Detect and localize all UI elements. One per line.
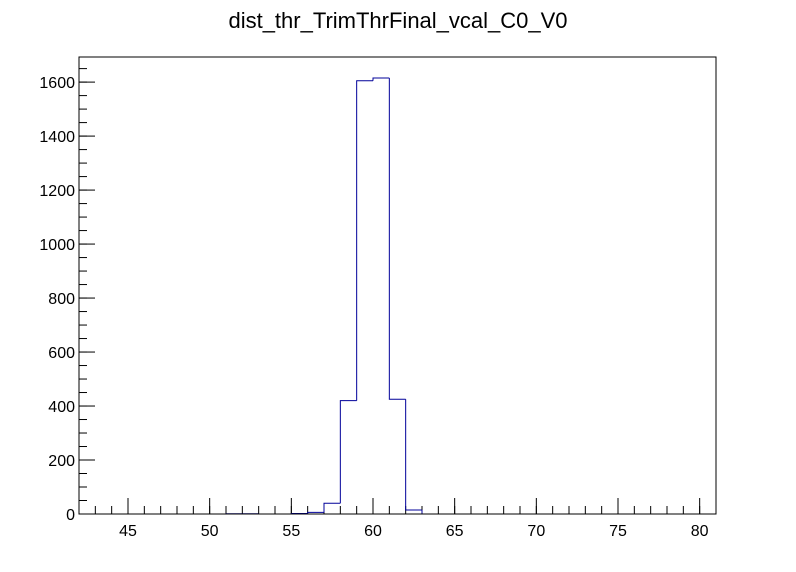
histogram-bin [356, 80, 373, 401]
x-tick-label: 50 [201, 523, 219, 540]
y-tick-label: 0 [66, 507, 75, 524]
x-tick-label: 80 [691, 523, 709, 540]
y-tick-label: 1200 [39, 183, 75, 200]
x-tick-label: 65 [446, 523, 464, 540]
plot-frame [78, 56, 717, 515]
x-tick-label: 75 [609, 523, 627, 540]
y-tick-label: 600 [48, 345, 75, 362]
histogram-bin [388, 78, 406, 400]
x-tick-label: 55 [282, 523, 300, 540]
histogram-bin [405, 399, 422, 511]
histogram-bin [323, 502, 341, 513]
x-tick-label: 70 [527, 523, 545, 540]
y-tick-label: 1400 [39, 129, 75, 146]
histogram-bin [339, 400, 357, 504]
y-tick-label: 200 [48, 453, 75, 470]
y-tick-label: 1600 [39, 75, 75, 92]
histogram-bin [372, 77, 390, 81]
x-tick-label: 45 [119, 523, 137, 540]
histogram-bin [307, 511, 324, 514]
y-tick-label: 1000 [39, 237, 75, 254]
y-tick-label: 400 [48, 399, 75, 416]
x-tick-label: 60 [364, 523, 382, 540]
y-tick-label: 800 [48, 291, 75, 308]
chart-title: dist_thr_TrimThrFinal_vcal_C0_V0 [228, 8, 567, 33]
